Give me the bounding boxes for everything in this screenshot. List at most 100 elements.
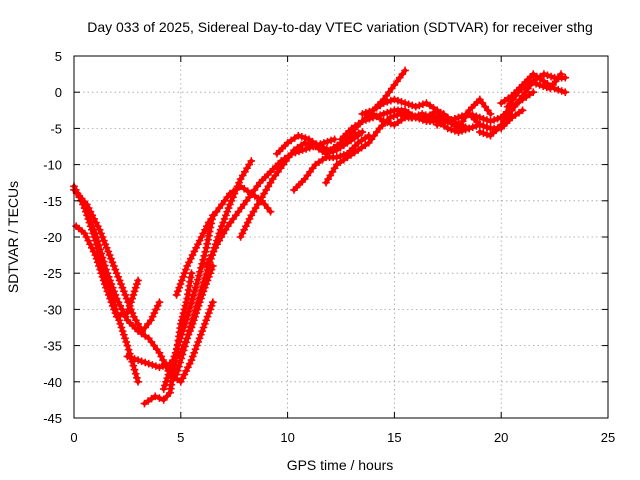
data-point xyxy=(91,251,100,259)
data-point xyxy=(155,298,164,306)
data-point xyxy=(129,291,138,299)
data-point xyxy=(486,110,495,118)
data-point xyxy=(101,261,109,270)
data-point xyxy=(98,253,107,262)
x-tick-label: 10 xyxy=(280,430,294,445)
x-tick-label: 20 xyxy=(494,430,508,445)
data-point xyxy=(177,354,186,363)
data-point xyxy=(161,381,169,390)
y-tick-label: 0 xyxy=(55,85,62,100)
data-point xyxy=(204,235,212,244)
data-point xyxy=(190,310,199,319)
data-point xyxy=(144,320,152,328)
data-point xyxy=(176,334,185,343)
data-point xyxy=(97,269,106,277)
y-tick-label: -15 xyxy=(43,194,62,209)
data-point xyxy=(159,396,168,404)
data-point xyxy=(92,254,101,263)
data-point xyxy=(266,207,275,216)
data-point xyxy=(185,326,194,335)
data-point xyxy=(134,276,142,285)
data-point xyxy=(95,262,103,270)
data-point xyxy=(172,345,181,354)
y-tick-label: -45 xyxy=(43,411,62,426)
data-point xyxy=(124,345,133,354)
data-point xyxy=(201,248,210,256)
data-point xyxy=(164,370,173,379)
series-track-4 xyxy=(80,204,217,386)
data-point xyxy=(401,66,409,75)
data-point xyxy=(182,298,191,306)
data-point xyxy=(165,367,174,375)
data-point xyxy=(198,259,206,268)
data-point xyxy=(181,342,189,351)
data-point xyxy=(188,318,196,327)
data-point xyxy=(176,358,184,367)
data-point xyxy=(98,273,107,281)
data-point xyxy=(196,290,205,298)
data-point xyxy=(193,279,201,288)
data-point xyxy=(261,200,269,209)
data-point xyxy=(163,392,171,401)
data-point xyxy=(131,369,140,378)
x-axis-label: GPS time / hours xyxy=(287,457,394,473)
data-point xyxy=(196,267,204,276)
data-point xyxy=(93,237,102,246)
data-point xyxy=(189,291,198,300)
data-point xyxy=(170,352,179,361)
data-point xyxy=(167,363,175,372)
data-point xyxy=(192,302,201,310)
data-point xyxy=(200,278,208,286)
data-point xyxy=(330,135,339,144)
y-axis-label: SDTVAR / TECUs xyxy=(5,181,21,293)
data-point xyxy=(174,341,182,350)
series-track-23 xyxy=(503,70,565,111)
data-point xyxy=(195,271,203,280)
data-point xyxy=(561,88,570,96)
data-point xyxy=(202,244,211,252)
y-tick-label: -10 xyxy=(43,158,62,173)
series-track-7 xyxy=(159,211,217,393)
y-tick-label: -25 xyxy=(43,266,62,281)
data-point xyxy=(191,306,200,315)
data-point xyxy=(183,312,192,320)
data-point xyxy=(197,286,206,294)
data-point xyxy=(162,378,170,386)
data-point xyxy=(172,370,181,379)
data-point xyxy=(529,88,538,96)
data-point xyxy=(181,320,189,328)
y-tick-label: 5 xyxy=(55,49,62,64)
data-point xyxy=(123,341,132,350)
series-track-6 xyxy=(140,269,196,408)
data-point xyxy=(96,245,104,254)
data-point xyxy=(179,346,188,355)
data-point xyxy=(95,241,103,250)
data-point xyxy=(173,366,182,375)
data-point xyxy=(91,229,100,238)
data-point xyxy=(184,330,193,339)
data-point xyxy=(190,287,199,296)
series-track-20 xyxy=(433,95,495,133)
data-point xyxy=(159,385,168,393)
y-tick-label: -30 xyxy=(43,302,62,317)
data-point xyxy=(187,299,195,308)
x-tick-label: 25 xyxy=(601,430,615,445)
data-point xyxy=(175,362,183,371)
data-point xyxy=(178,350,187,359)
series-track-3 xyxy=(70,186,164,335)
x-tick-label: 0 xyxy=(70,430,77,445)
data-point xyxy=(186,322,195,331)
data-point xyxy=(199,256,208,264)
data-point xyxy=(203,239,212,248)
series-group xyxy=(70,66,570,408)
y-tick-label: -40 xyxy=(43,375,62,390)
data-point xyxy=(133,373,141,382)
data-point xyxy=(184,308,193,316)
data-point xyxy=(118,327,127,335)
data-point xyxy=(121,334,129,343)
data-point xyxy=(182,338,190,347)
data-point xyxy=(129,361,138,370)
data-point xyxy=(197,263,205,272)
data-point xyxy=(117,323,126,332)
data-point xyxy=(187,269,196,277)
